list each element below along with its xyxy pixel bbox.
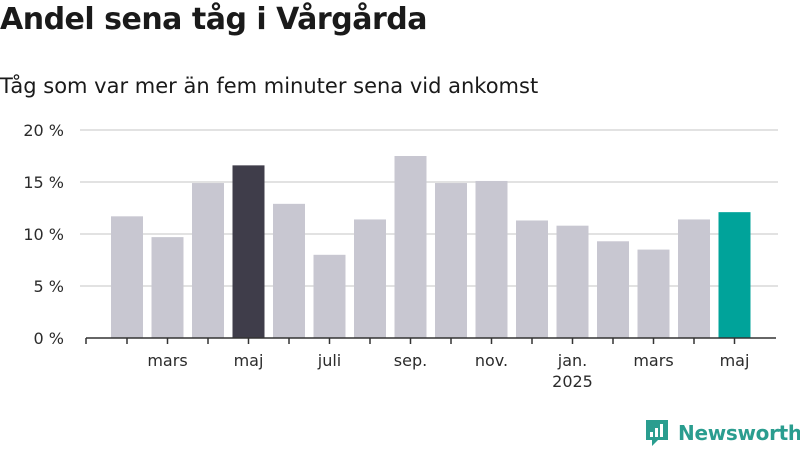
- x-tick-label: nov.: [475, 351, 508, 370]
- bar-2025-02: [597, 241, 629, 338]
- x-tick-label: mars: [633, 351, 673, 370]
- chart-subtitle: Tåg som var mer än fem minuter sena vid …: [0, 74, 539, 98]
- x-tick-sublabel: 2025: [552, 372, 593, 391]
- x-tick-label: maj: [234, 351, 264, 370]
- bar-2024-07: [313, 254, 346, 338]
- chart-title: Andel sena tåg i Vårgårda: [0, 2, 427, 37]
- bar-2024-02: [111, 216, 143, 338]
- bar-2025-01: [556, 225, 589, 338]
- y-tick-label: 15 %: [23, 173, 64, 192]
- bar-2024-09: [394, 156, 427, 338]
- x-tick-label: sep.: [394, 351, 427, 370]
- bar-2025-03: [637, 249, 670, 338]
- y-tick-label: 10 %: [23, 225, 64, 244]
- y-tick-label: 0 %: [34, 329, 64, 348]
- brand-name: Newsworthy: [678, 421, 800, 445]
- bar-2024-10: [435, 183, 467, 338]
- bar-2024-03: [151, 237, 184, 338]
- bar-2025-04: [678, 219, 710, 338]
- x-tick-label: mars: [147, 351, 187, 370]
- bar-chart-logo-icon: [646, 420, 668, 446]
- x-tick-label: maj: [720, 351, 750, 370]
- bar-2024-06: [273, 203, 305, 338]
- bar-2024-04: [192, 183, 224, 338]
- x-tick-label: jan.: [557, 351, 587, 370]
- bar-chart: 0 % 5 % 10 % 15 % 20 % mars maj juli sep. nov. jan…: [23, 121, 778, 391]
- bar-2024-05: [232, 165, 265, 338]
- bar-2025-05: [718, 212, 751, 338]
- y-tick-label: 5 %: [34, 277, 64, 296]
- x-tick-label: juli: [317, 351, 341, 370]
- newsworthy-logo: Newsworthy: [644, 418, 800, 448]
- bar-2024-08: [354, 219, 386, 338]
- bar-2024-11: [475, 180, 508, 338]
- bar-2024-12: [516, 220, 548, 338]
- y-tick-label: 20 %: [23, 121, 64, 140]
